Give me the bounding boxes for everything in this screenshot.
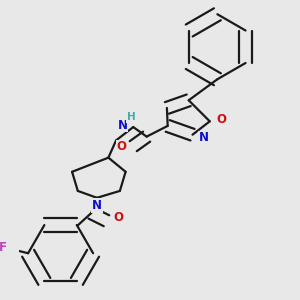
Text: N: N bbox=[92, 199, 102, 212]
Text: H: H bbox=[127, 112, 136, 122]
Text: O: O bbox=[117, 140, 127, 153]
Text: N: N bbox=[118, 118, 128, 132]
Text: O: O bbox=[113, 211, 123, 224]
Text: O: O bbox=[216, 113, 226, 126]
Text: N: N bbox=[199, 131, 209, 144]
Text: F: F bbox=[0, 241, 7, 254]
